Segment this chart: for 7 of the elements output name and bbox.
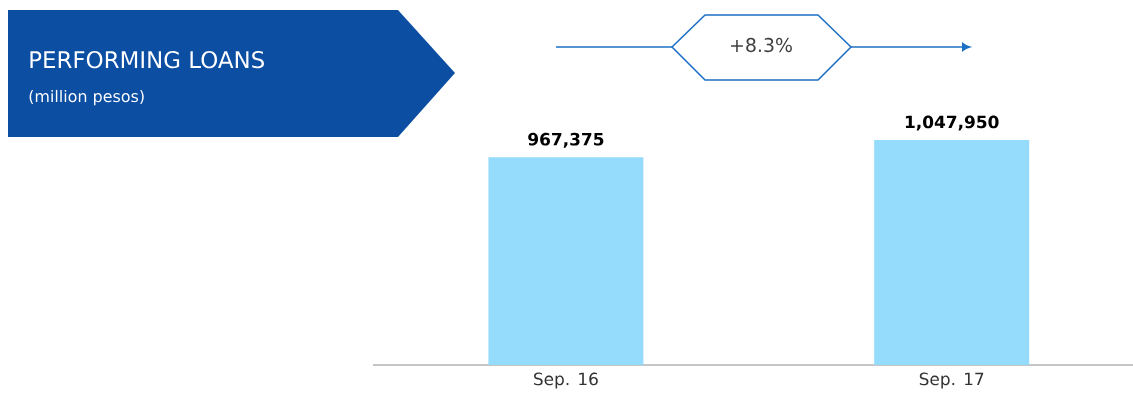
text: +8.3% <box>731 37 792 53</box>
data-label: 1,047,950 <box>905 115 999 131</box>
text: PERFORMING LOANS <box>30 50 264 69</box>
text: (million pesos) <box>29 89 144 106</box>
x-tick-label: Sep. 17 <box>919 372 984 389</box>
x-tick-label: Sep. 16 <box>533 372 598 389</box>
data-label: 967,375 <box>528 132 604 148</box>
